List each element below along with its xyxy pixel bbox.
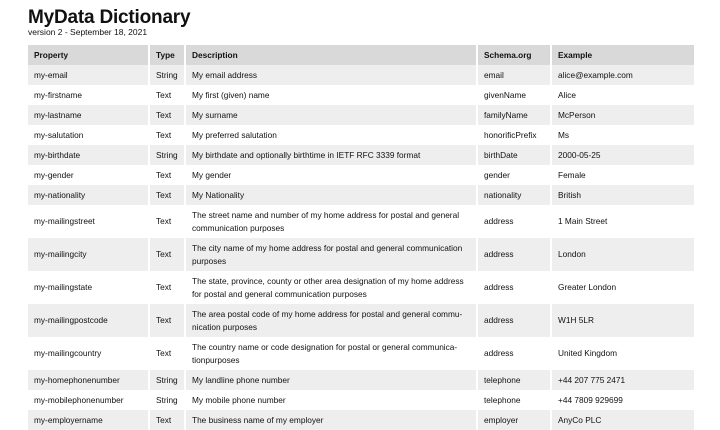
table-row: my-gender Text My gender gender Female <box>28 165 694 185</box>
cell-schema: telephone <box>478 390 552 410</box>
cell-type: Text <box>150 238 186 271</box>
page-title: MyData Dictionary <box>28 7 191 28</box>
cell-description: The street name and number of my home ad… <box>186 205 478 238</box>
cell-description: My surname <box>186 105 478 125</box>
cell-type: Text <box>150 85 186 105</box>
cell-description: The country name or code designation for… <box>186 337 478 370</box>
cell-example: AnyCo PLC <box>552 410 694 430</box>
cell-schema: employer <box>478 410 552 430</box>
cell-description: My landline phone number <box>186 370 478 390</box>
cell-property: my-email <box>28 65 150 85</box>
cell-description: The business name of my employer <box>186 410 478 430</box>
cell-schema: address <box>478 337 552 370</box>
column-header-schema: Schema.org <box>478 45 552 65</box>
cell-example: W1H 5LR <box>552 304 694 337</box>
table-row: my-homephonenumber String My landline phon… <box>28 370 694 390</box>
cell-description: My preferred salutation <box>186 125 478 145</box>
cell-type: String <box>150 390 186 410</box>
cell-example: Female <box>558 169 586 180</box>
cell-example: alice@example.com <box>552 65 694 85</box>
cell-schema: address <box>478 304 552 337</box>
table-row: my-mobilephonenumber String My mobile phon… <box>28 390 694 410</box>
cell-example: Alice <box>558 89 576 100</box>
cell-property: my-homephonenumber <box>28 370 150 390</box>
cell-type: Text <box>150 105 186 125</box>
cell-description: My Nationality <box>186 185 478 205</box>
table-header-row: Property Type Description Schema.org Exa… <box>28 45 694 65</box>
cell-type: String <box>150 370 186 390</box>
page-subtitle: version 2 - September 18, 2021 <box>28 27 148 37</box>
cell-schema: address <box>478 238 552 271</box>
cell-schema: email <box>478 65 552 85</box>
cell-description: My mobile phone number <box>186 390 478 410</box>
table-row: my-employername Text The business name of … <box>28 410 694 430</box>
cell-schema: familyName <box>478 105 552 125</box>
cell-type: Text <box>150 271 186 304</box>
cell-property: my-lastname <box>28 105 150 125</box>
cell-type: Text <box>150 125 186 145</box>
column-header-description: Description <box>186 45 478 65</box>
cell-example: McPerson <box>552 105 694 125</box>
cell-type: Text <box>150 165 186 185</box>
table-row: my-nationality Text My Nationality national… <box>28 185 694 205</box>
cell-description: My first (given) name <box>186 85 478 105</box>
cell-property: my-salutation <box>28 125 150 145</box>
cell-schema: nationality <box>478 185 552 205</box>
table-row: my-mailingcity Text The city name of my ho… <box>28 238 694 271</box>
data-dictionary-table: Property Type Description Schema.org Exa… <box>28 45 694 430</box>
cell-example: +44 207 775 2471 <box>552 370 694 390</box>
cell-description: The area postal code of my home address … <box>186 304 478 337</box>
cell-type: String <box>150 65 186 85</box>
cell-property: my-employername <box>28 410 150 430</box>
cell-type: String <box>150 145 186 165</box>
cell-description: My birthdate and optionally birthtime in… <box>186 145 478 165</box>
cell-type: Text <box>150 205 186 238</box>
cell-example: 1 Main Street <box>558 216 608 227</box>
cell-example: 2000-05-25 <box>552 145 694 165</box>
cell-example: Ms <box>558 129 570 140</box>
table-row: my-birthdate String My birthdate and optio… <box>28 145 694 165</box>
column-header-property: Property <box>28 45 150 65</box>
cell-type: Text <box>150 185 186 205</box>
cell-property: my-birthdate <box>28 145 150 165</box>
table-row: my-mailingpostcode Text The area postal co… <box>28 304 694 337</box>
table-row: my-firstname Text My first (given) name giv… <box>28 85 694 105</box>
cell-schema: givenName <box>478 85 552 105</box>
table-row: my-mailingstate Text The state, province, … <box>28 271 694 304</box>
table-row: my-mailingcountry Text The country name or… <box>28 337 694 370</box>
cell-property: my-mobilephonenumber <box>28 390 150 410</box>
table-row: my-salutation Text My preferred salutation… <box>28 125 694 145</box>
cell-description: The state, province, county or other are… <box>186 271 478 304</box>
cell-description: My gender <box>186 165 478 185</box>
cell-type: Text <box>150 337 186 370</box>
cell-schema: address <box>478 271 552 304</box>
cell-type: Text <box>150 410 186 430</box>
cell-example: +44 7809 929699 <box>558 394 623 405</box>
cell-schema: gender <box>478 165 552 185</box>
cell-description: My email address <box>186 65 478 85</box>
column-header-type: Type <box>150 45 186 65</box>
table-row: my-lastname Text My surname familyName McPer… <box>28 105 694 125</box>
cell-description: The city name of my home address for pos… <box>186 238 478 271</box>
cell-property: my-mailingstate <box>28 271 150 304</box>
cell-example: United Kingdom <box>558 348 618 359</box>
cell-property: my-mailingstreet <box>28 205 150 238</box>
table-row: my-mailingstreet Text The street name and … <box>28 205 694 238</box>
cell-type: Text <box>150 304 186 337</box>
cell-schema: telephone <box>478 370 552 390</box>
cell-property: my-mailingcity <box>28 238 150 271</box>
cell-property: my-firstname <box>28 85 150 105</box>
cell-schema: birthDate <box>478 145 552 165</box>
cell-property: my-gender <box>28 165 150 185</box>
cell-schema: address <box>478 205 552 238</box>
table-row: my-email String My email address email alice… <box>28 65 694 85</box>
cell-schema: honorificPrefix <box>478 125 552 145</box>
cell-property: my-nationality <box>28 185 150 205</box>
cell-example: Greater London <box>558 282 617 293</box>
cell-example: London <box>552 238 694 271</box>
cell-property: my-mailingcountry <box>28 337 150 370</box>
cell-property: my-mailingpostcode <box>28 304 150 337</box>
cell-example: British <box>552 185 694 205</box>
column-header-example: Example <box>552 45 694 65</box>
